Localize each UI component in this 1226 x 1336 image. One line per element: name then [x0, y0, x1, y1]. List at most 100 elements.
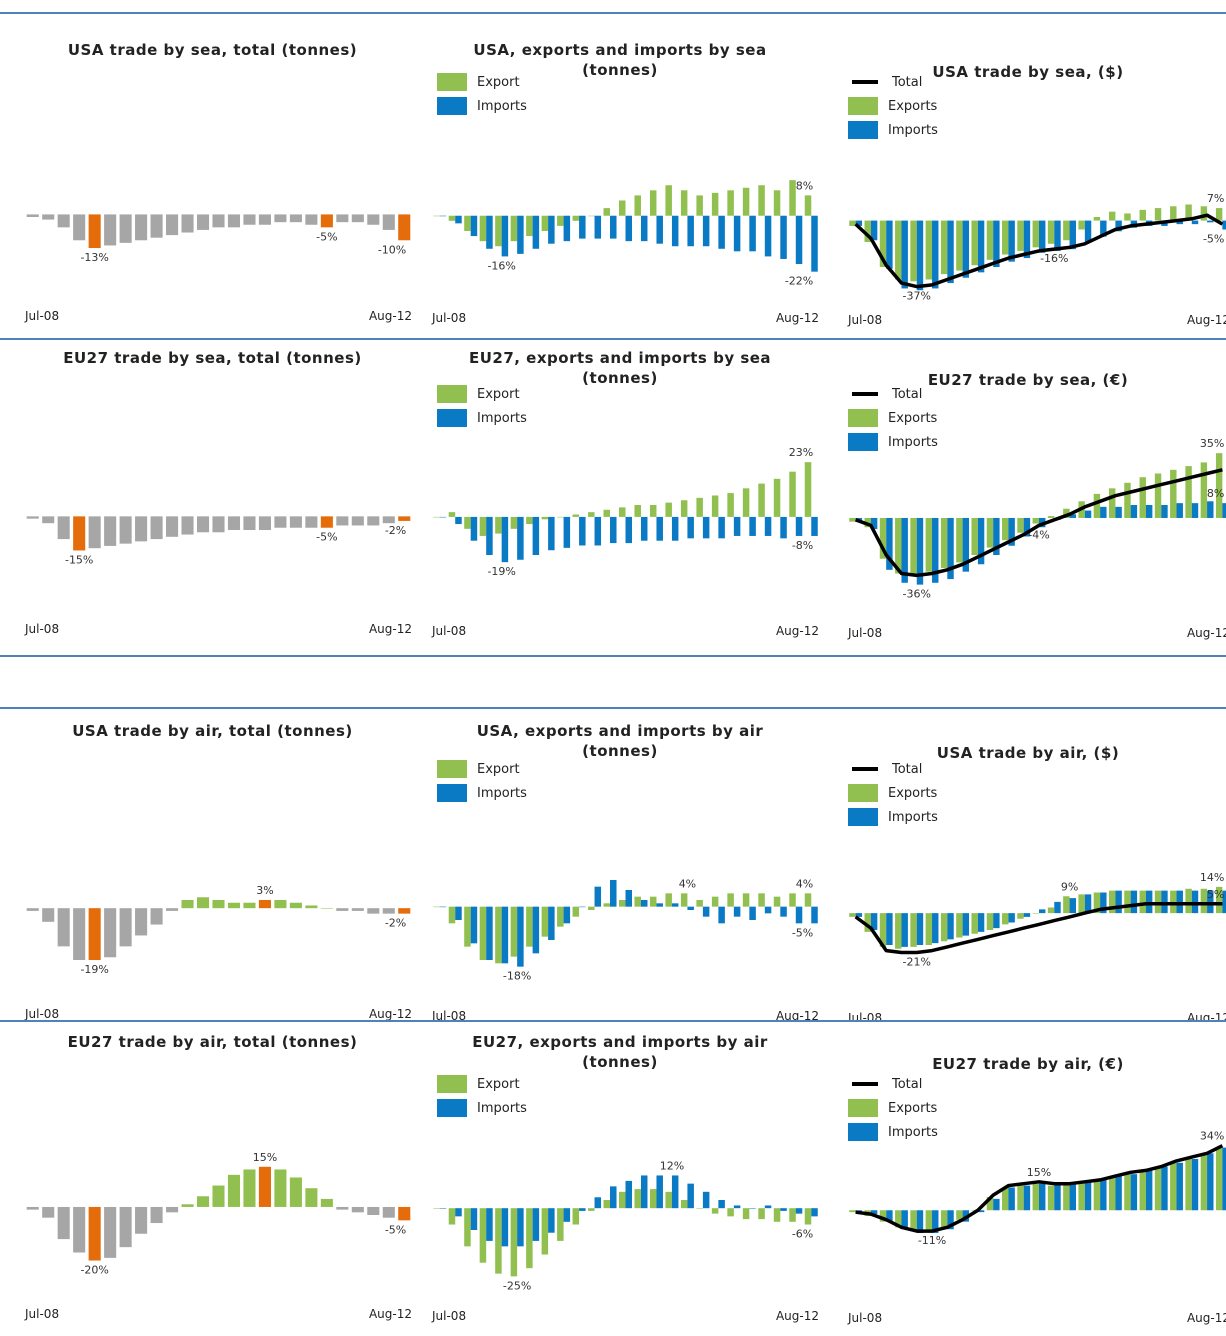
line: [855, 1144, 1224, 1233]
bar: [910, 1210, 917, 1232]
bar: [119, 214, 132, 243]
bar: [789, 180, 796, 216]
bar: [977, 1210, 985, 1213]
bar: [886, 913, 893, 945]
bar: [541, 215, 549, 231]
bar: [1078, 894, 1085, 914]
bar: [1039, 909, 1046, 914]
bar: [1161, 505, 1168, 518]
bar: [947, 913, 954, 940]
bar: [1215, 886, 1223, 914]
bar: [470, 906, 478, 944]
bar: [336, 516, 349, 526]
bar: [1161, 890, 1168, 914]
legend-label: Imports: [477, 1100, 527, 1116]
bar: [993, 1198, 1000, 1211]
legend-label: Imports: [888, 434, 938, 450]
bar: [1154, 1168, 1162, 1211]
bar: [57, 516, 70, 540]
bar: [150, 516, 163, 540]
bar: [971, 517, 978, 555]
bar: [367, 516, 380, 526]
chart-panel: -4% 35% -36% 8% Jul-08 Aug-12 EU27 trade by se…: [830, 340, 1226, 655]
bar: [119, 1206, 132, 1248]
bar: [455, 906, 462, 920]
bar: [1215, 208, 1223, 221]
bar: [901, 1210, 908, 1230]
bar: [1176, 220, 1183, 225]
bar: [1115, 220, 1122, 232]
bar: [916, 517, 924, 585]
bar: [1078, 1181, 1085, 1211]
bar: [367, 1206, 380, 1215]
bar: [1063, 508, 1070, 518]
bar: [243, 902, 256, 909]
legend-item: Imports: [437, 94, 527, 118]
bar: [1069, 898, 1076, 914]
bar: [26, 1206, 39, 1210]
bar: [940, 517, 948, 568]
bar: [495, 1208, 502, 1274]
bar: [718, 1200, 725, 1209]
bar: [495, 906, 502, 964]
bar: [181, 214, 194, 233]
bar: [649, 896, 657, 907]
chart: -25% -6% 12% Jul-08 Aug-12: [431, 1159, 819, 1323]
x-tick-label: Jul-08: [431, 1309, 466, 1323]
bar: [895, 1210, 902, 1228]
bar: [448, 906, 456, 924]
data-label: -11%: [918, 1234, 946, 1247]
data-label: 12%: [660, 1159, 684, 1172]
bar: [718, 215, 725, 249]
bar: [464, 215, 471, 231]
bar: [305, 516, 318, 528]
x-tick-label: Aug-12: [776, 311, 819, 325]
bar: [1008, 1187, 1015, 1211]
bar: [166, 908, 179, 911]
bar: [274, 516, 287, 528]
bar: [1108, 1177, 1116, 1211]
chart-panel: -19% 3% -2% Jul-08 Aug-12 USA trade by air, t…: [10, 709, 415, 1020]
bar: [687, 215, 694, 247]
bar: [702, 215, 710, 247]
bar: [1108, 488, 1116, 518]
data-label: 15%: [1027, 1166, 1051, 1179]
bar: [181, 516, 194, 535]
bar: [510, 215, 518, 242]
bar: [1063, 1183, 1070, 1211]
bar: [274, 214, 287, 223]
bar: [925, 220, 933, 280]
bar: [351, 516, 364, 526]
bar: [563, 1208, 571, 1222]
bar: [274, 1169, 287, 1207]
bar: [665, 502, 672, 517]
bar: [42, 516, 55, 524]
bar: [336, 1206, 349, 1210]
data-label: 35%: [1200, 437, 1224, 450]
bar: [925, 1210, 933, 1232]
bar: [610, 516, 617, 544]
bar: [956, 517, 963, 563]
bar: [1170, 1162, 1177, 1211]
bar: [993, 220, 1000, 267]
bar: [1002, 220, 1009, 255]
data-label: -4%: [1028, 528, 1049, 541]
bar: [532, 1208, 540, 1241]
bar: [925, 517, 933, 572]
chart-title: USA trade by sea, total (tonnes): [67, 41, 358, 59]
bar: [1047, 1185, 1055, 1211]
bar: [603, 1200, 611, 1209]
bar: [671, 903, 679, 907]
data-label: -6%: [792, 1228, 813, 1241]
bar: [971, 913, 978, 934]
bar: [932, 517, 939, 583]
bar: [932, 1210, 939, 1234]
x-tick-label: Aug-12: [369, 1307, 412, 1321]
separator: [0, 707, 1226, 709]
bar: [916, 913, 924, 945]
separator: [0, 338, 1226, 340]
bar: [718, 516, 725, 539]
bar: [702, 516, 710, 539]
bar: [541, 516, 549, 520]
bar: [758, 893, 765, 907]
